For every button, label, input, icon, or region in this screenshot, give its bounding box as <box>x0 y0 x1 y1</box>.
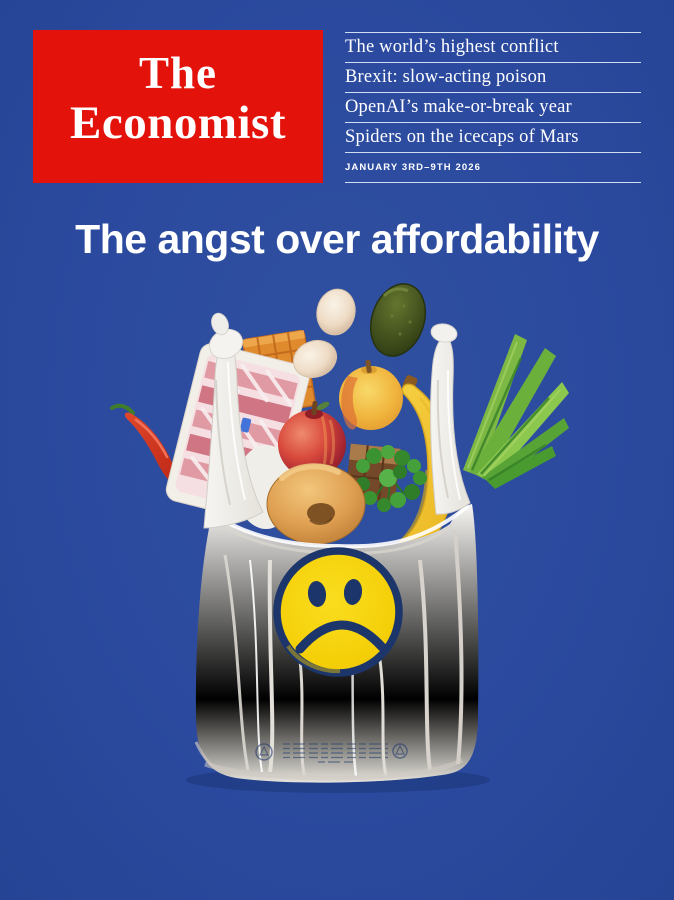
skybox-headline-3: OpenAI’s make-or-break year <box>345 92 641 122</box>
skybox-headline-2: Brexit: slow-acting poison <box>345 62 641 92</box>
headline-text: The world’s highest conflict <box>345 37 559 57</box>
headline-text: Brexit: slow-acting poison <box>345 67 547 87</box>
bag-handle-right <box>430 323 471 515</box>
economist-logo: The Economist <box>33 30 323 183</box>
headline-text: Spiders on the icecaps of Mars <box>345 127 579 147</box>
recycle-icon <box>255 743 273 761</box>
cover-headline: The angst over affordability <box>75 216 599 262</box>
golden-apple-illustration <box>339 359 403 430</box>
eggs-illustration <box>292 288 356 379</box>
sad-face-icon <box>273 547 403 677</box>
avocado-illustration <box>370 283 426 357</box>
bagel-illustration <box>266 463 366 545</box>
spring-onions-illustration <box>463 334 569 489</box>
issue-date: JANUARY 3RD–9TH 2026 <box>345 152 641 182</box>
skybox-headlines: The world’s highest conflict Brexit: slo… <box>345 32 641 183</box>
bag-handle-left <box>203 312 264 529</box>
fine-print <box>255 743 408 763</box>
logo-text-the: The <box>138 48 217 98</box>
parsley-illustration <box>356 445 427 512</box>
skybox-headline-1: The world’s highest conflict <box>345 32 641 62</box>
red-apple-illustration <box>278 401 346 478</box>
issue-date-text: JANUARY 3RD–9TH 2026 <box>345 162 482 173</box>
logo-text-economist: Economist <box>70 97 286 149</box>
headline-text: OpenAI’s make-or-break year <box>345 97 572 117</box>
recycle-icon <box>392 743 408 759</box>
skybox-headline-4: Spiders on the icecaps of Mars <box>345 122 641 152</box>
